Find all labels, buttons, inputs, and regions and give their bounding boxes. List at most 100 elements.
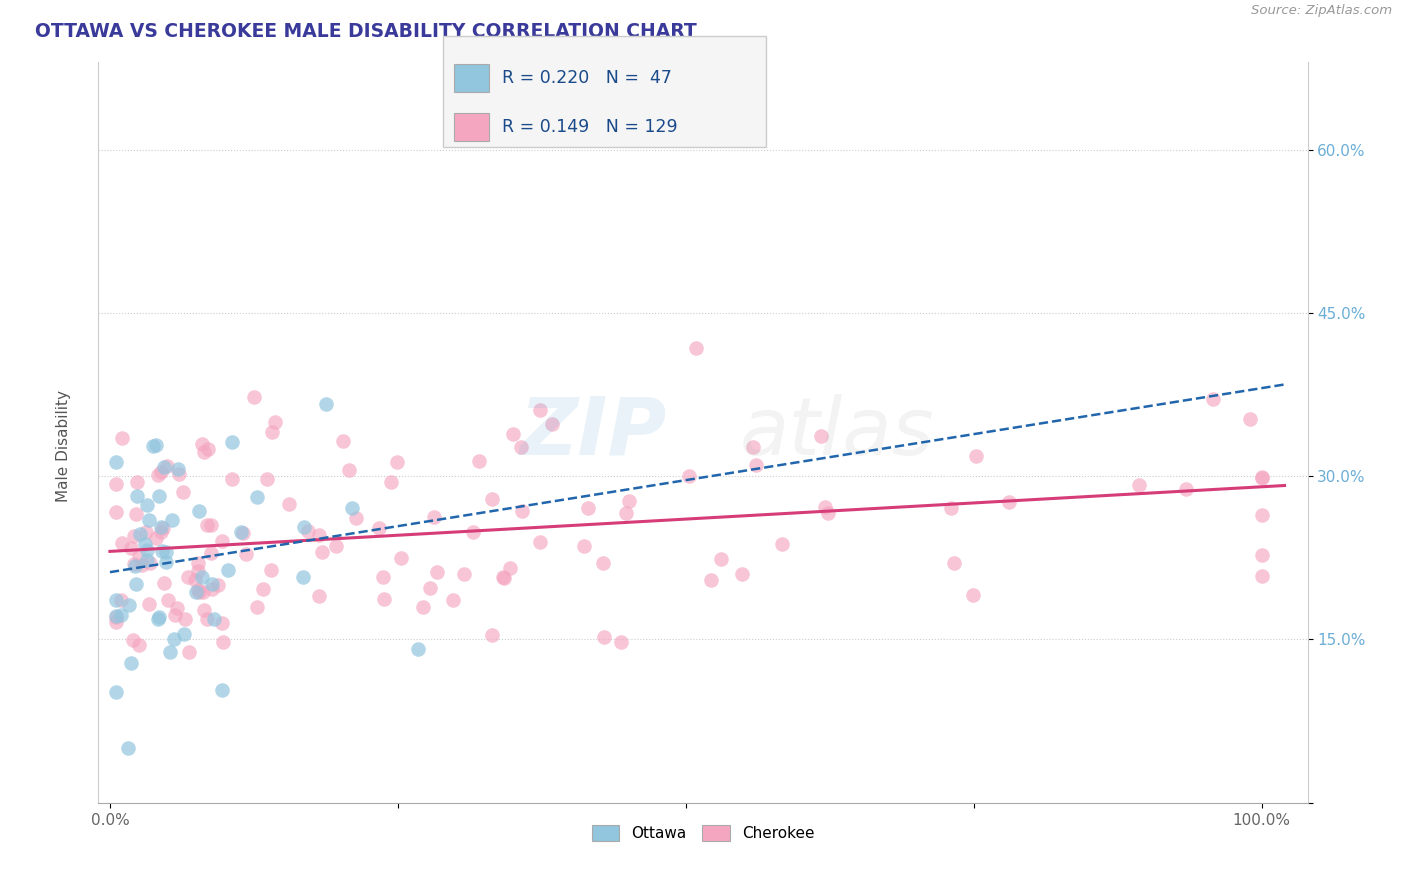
Point [162,513,184,527]
Point [127,489,149,503]
Point [246,490,269,504]
Text: Source: ZipAtlas.com: Source: ZipAtlas.com [1251,4,1392,18]
Point [481,628,503,642]
Point [412,599,434,614]
Point [124,558,146,573]
Point [710,552,733,566]
Point [423,509,446,524]
Text: atlas: atlas [740,393,934,472]
Point [770,537,793,551]
Point [389,550,412,565]
Point [187,564,209,578]
Point [153,459,176,474]
Point [184,574,207,588]
Point [529,535,551,549]
Point [678,469,700,483]
Point [256,472,278,486]
Point [453,567,475,582]
Point [117,741,139,756]
Point [814,500,837,514]
Point [211,682,233,697]
Point [817,506,839,520]
Point [122,633,145,648]
Point [129,526,152,541]
Point [260,562,283,576]
Point [193,602,215,616]
Point [744,458,766,472]
Point [191,584,214,599]
Point [142,439,165,453]
Point [177,645,200,659]
Point [502,426,524,441]
Point [252,582,274,596]
Point [120,541,142,556]
Point [943,556,966,570]
Point [146,467,169,482]
Point [173,612,195,626]
Point [125,508,148,522]
Point [292,570,315,584]
Point [122,557,145,571]
Point [529,403,551,417]
Point [368,521,391,535]
Point [344,510,367,524]
Point [610,634,633,648]
Point [576,501,599,516]
Point [592,556,614,570]
Point [145,531,167,545]
Point [104,455,127,469]
Point [468,454,491,468]
Point [998,495,1021,509]
Point [127,475,149,489]
Point [1202,392,1225,407]
Point [156,593,179,607]
Point [499,561,522,575]
Point [120,656,142,670]
Point [110,593,132,607]
Point [207,578,229,592]
Point [965,449,987,463]
Point [159,645,181,659]
Point [104,610,127,624]
Point [136,552,159,566]
Text: OTTAWA VS CHEROKEE MALE DISABILITY CORRELATION CHART: OTTAWA VS CHEROKEE MALE DISABILITY CORRE… [35,22,697,41]
Point [419,581,441,595]
Point [221,435,243,450]
Point [195,518,218,533]
Point [406,642,429,657]
Point [232,526,254,541]
Point [149,520,172,534]
Point [337,463,360,477]
Point [153,576,176,591]
Point [187,585,209,599]
Point [104,476,127,491]
Point [263,415,285,429]
Point [1239,412,1261,426]
Point [149,466,172,480]
Legend: Ottawa, Cherokee: Ottawa, Cherokee [586,819,820,847]
Point [1174,482,1197,496]
Point [111,431,134,445]
Point [492,570,515,584]
Point [481,491,503,506]
Point [292,520,315,534]
Point [426,565,449,579]
Point [200,518,222,533]
Point [492,571,515,585]
Point [163,608,186,623]
Point [572,539,595,553]
Point [614,506,637,520]
Point [685,341,707,355]
Point [172,485,194,500]
Point [122,529,145,543]
Point [1250,470,1272,484]
Point [138,512,160,526]
Point [155,545,177,559]
Point [187,556,209,570]
Point [148,489,170,503]
Point [260,425,283,440]
Text: R = 0.220   N =  47: R = 0.220 N = 47 [502,69,672,87]
Point [139,556,162,570]
Point [308,589,330,603]
Point [131,558,153,573]
